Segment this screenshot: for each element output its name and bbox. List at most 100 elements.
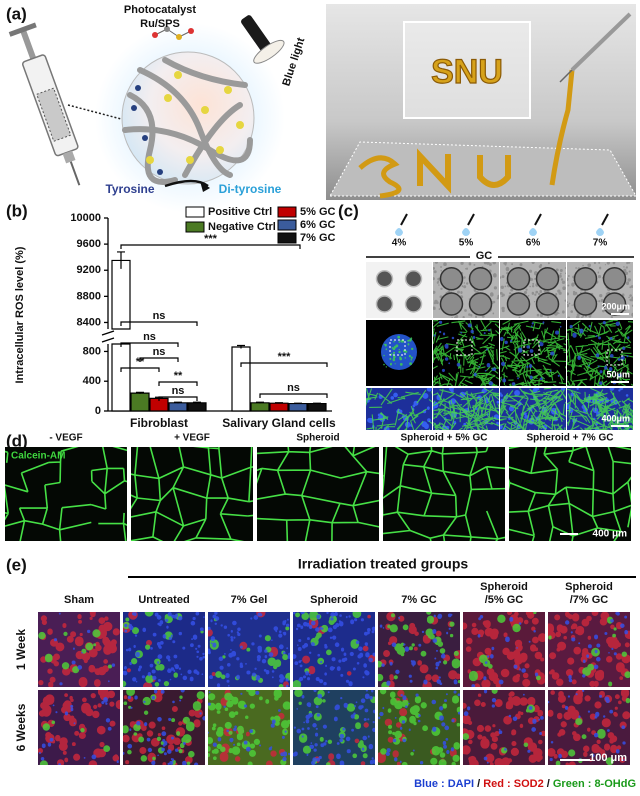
tube-network xyxy=(5,447,127,541)
y-tick-label: 10000 xyxy=(70,212,101,224)
zoom-image xyxy=(433,388,499,430)
column-label-line: Spheroid xyxy=(565,581,613,593)
column-label: 7% xyxy=(593,238,608,249)
significance-bracket xyxy=(120,367,160,372)
droplet-icon xyxy=(462,228,470,236)
tyrosine-dots xyxy=(146,71,244,164)
legend-swatch xyxy=(185,221,205,233)
di-tyrosine-label: Di-tyrosine xyxy=(219,182,282,196)
error-bar xyxy=(313,402,321,404)
zoom-box xyxy=(389,339,406,356)
spheroid xyxy=(439,267,464,291)
panel-b: (b) Intracellular ROS level (%) 0 400 800 8… xyxy=(6,201,336,430)
bar xyxy=(250,402,270,412)
bar xyxy=(111,259,131,412)
dot-texture xyxy=(378,690,457,765)
tube-image xyxy=(5,447,127,541)
tube-image xyxy=(509,447,631,541)
zoom-box xyxy=(523,339,540,356)
significance-bracket xyxy=(240,362,328,367)
row-label: 6 Weeks xyxy=(14,703,28,751)
tube-network xyxy=(257,447,379,541)
tissue-image xyxy=(123,690,205,765)
column-label: Spheroid/7% GC xyxy=(565,581,613,606)
zoom-image xyxy=(567,388,633,430)
tissue-image xyxy=(378,612,460,687)
droplet-icon xyxy=(395,228,403,236)
legend-label: 6% GC xyxy=(300,219,336,231)
dot-texture xyxy=(302,614,375,676)
dot-texture xyxy=(123,690,205,765)
catalyst-label: Ru/SPS xyxy=(140,18,180,30)
dot-texture xyxy=(565,612,628,683)
x-tick-label: Salivary Gland cells xyxy=(222,416,336,430)
panel-e: (e) Irradiation treated groups Sham Untre… xyxy=(6,555,636,790)
dot-texture xyxy=(294,690,375,765)
tube-image xyxy=(131,447,253,541)
pipette-icon xyxy=(601,213,609,226)
error-bar xyxy=(136,391,144,394)
tyrosine-label: Tyrosine xyxy=(105,182,154,196)
stain-label: Calcein-AM xyxy=(11,451,65,462)
tissue-image xyxy=(548,612,630,687)
polymer-network xyxy=(122,57,253,185)
tissue-image xyxy=(208,612,290,687)
significance-bracket xyxy=(158,396,198,401)
scale-bar-label: 50μm xyxy=(606,369,630,379)
error-bar xyxy=(193,401,201,404)
tube-image xyxy=(383,447,505,541)
y-tick-label: 0 xyxy=(95,405,101,417)
confocal-image xyxy=(433,320,499,386)
spheroid xyxy=(468,292,493,316)
column-label-line: 7% Gel xyxy=(231,594,268,606)
tissue-image xyxy=(38,612,120,687)
spheroid xyxy=(439,292,464,316)
confocal-image xyxy=(366,320,432,386)
needle-syringe xyxy=(570,12,632,72)
spheroid xyxy=(573,292,598,316)
dot-texture xyxy=(293,612,375,687)
tissue-image xyxy=(123,612,205,687)
y-tick-label: 800 xyxy=(83,345,101,357)
blue-light-lamp xyxy=(241,15,285,64)
pipette-icon xyxy=(467,213,475,226)
spheroid xyxy=(375,295,394,313)
dot-texture xyxy=(208,690,290,765)
legend-label: Positive Ctrl xyxy=(208,206,272,218)
axis-break xyxy=(101,330,115,336)
column-label: Sham xyxy=(64,594,94,606)
image-bg xyxy=(366,262,432,318)
column-label: Spheroid/5% GC xyxy=(480,581,528,606)
syringe xyxy=(8,22,81,186)
needle xyxy=(559,69,573,83)
y-tick-label: 400 xyxy=(83,375,101,387)
arrow-head xyxy=(200,181,210,192)
bar xyxy=(307,402,327,412)
droplet-icon xyxy=(596,228,604,236)
dot-texture xyxy=(383,335,414,368)
tube-image xyxy=(257,447,379,541)
stain-legend-item: / xyxy=(474,778,483,790)
column-label: 7% Gel xyxy=(231,594,268,606)
axis-break xyxy=(101,337,115,343)
panel-a: (a) Photocatalyst Ru/SPS Blue light Tyro… xyxy=(6,4,637,213)
error-bar xyxy=(294,402,302,404)
dot-texture xyxy=(468,612,541,682)
connector xyxy=(67,104,126,121)
spheroid xyxy=(506,292,531,316)
scale-bar-label: 400 μm xyxy=(593,529,628,540)
significance-label: *** xyxy=(278,351,292,363)
dot-texture xyxy=(380,612,460,687)
error-bar xyxy=(237,344,245,349)
legend-label: 5% GC xyxy=(300,206,336,218)
significance-label: *** xyxy=(204,233,218,245)
spheroid xyxy=(573,267,598,291)
spheroid xyxy=(535,292,560,316)
brightfield-image xyxy=(567,262,633,318)
error-bar xyxy=(256,401,264,404)
column-label-line: /7% GC xyxy=(570,594,609,606)
spheroid xyxy=(506,267,531,291)
brightfield-image xyxy=(433,262,499,318)
dot-texture xyxy=(548,690,626,762)
fiber-texture xyxy=(567,320,633,386)
